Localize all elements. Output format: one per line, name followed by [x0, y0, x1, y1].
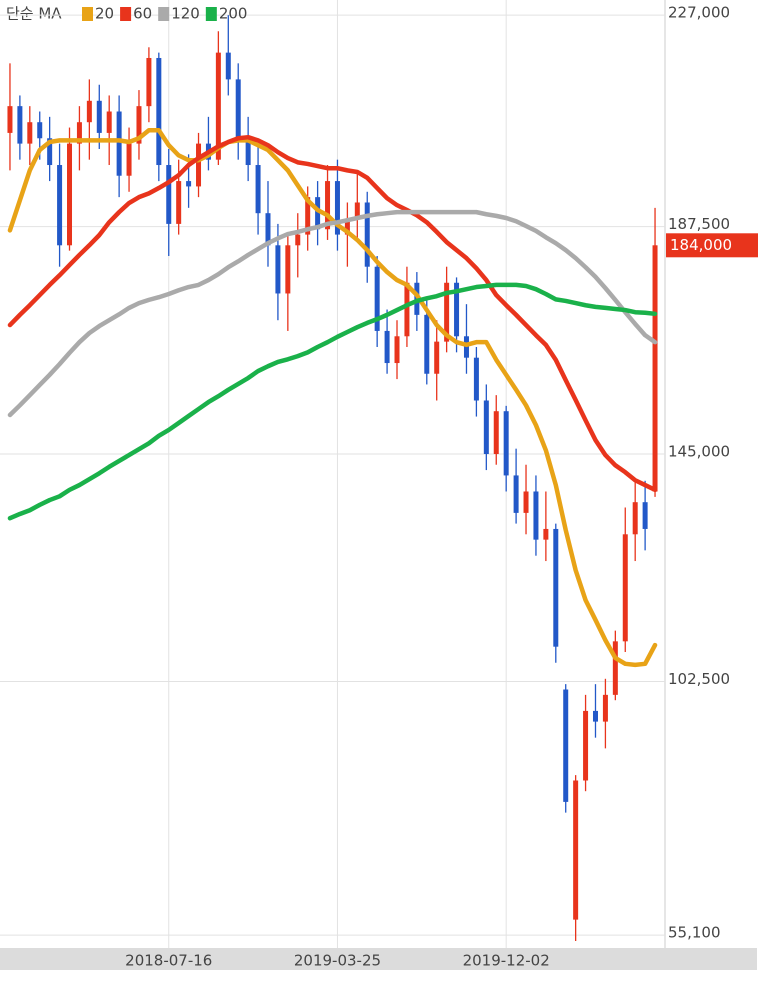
candle-body — [196, 143, 202, 187]
candle-body — [156, 57, 162, 166]
candle-body — [136, 106, 142, 144]
candle-body — [325, 181, 331, 230]
candle-body — [47, 138, 53, 166]
x-tick-label: 2019-03-25 — [294, 952, 381, 970]
candle-body — [493, 411, 499, 455]
y-tick-label: 102,500 — [668, 670, 730, 688]
candle-body — [96, 100, 102, 133]
candle-body — [444, 282, 450, 342]
candle-body — [563, 689, 569, 802]
candle-body — [166, 165, 172, 224]
candle-body — [384, 330, 390, 364]
candle-body — [523, 491, 529, 513]
candle-body — [245, 138, 251, 166]
candle-body — [255, 165, 261, 214]
x-tick-label: 2019-12-02 — [463, 952, 550, 970]
candle-body — [533, 491, 539, 540]
candle-body — [344, 218, 350, 235]
ma-line — [7, 209, 658, 418]
candle-body — [146, 57, 152, 107]
candle-body — [295, 234, 301, 246]
legend-swatch — [82, 7, 93, 21]
candle-body — [543, 528, 549, 540]
legend-title: 단순 MA — [6, 5, 62, 23]
candle-body — [67, 143, 73, 246]
candle-body — [215, 52, 221, 160]
y-tick-label: 55,100 — [668, 924, 721, 942]
y-tick-label: 187,500 — [668, 215, 730, 233]
candle-body — [394, 336, 400, 364]
legend-label: 60 — [133, 5, 152, 23]
price-label: 184,000 — [670, 236, 732, 254]
candle-body — [424, 314, 430, 374]
price-label-box — [666, 233, 758, 258]
candle-body — [354, 202, 360, 219]
candle-body — [176, 181, 182, 224]
candle-body — [86, 100, 92, 123]
candle-body — [483, 400, 489, 455]
candle-body — [364, 202, 370, 267]
candle-body — [315, 197, 321, 230]
legend-label: 120 — [171, 5, 200, 23]
x-tick-label: 2018-07-16 — [125, 952, 212, 970]
candle-body — [652, 245, 658, 492]
candle-body — [454, 282, 460, 337]
x-axis-band — [0, 948, 757, 970]
candle-body — [573, 780, 579, 920]
candle-body — [583, 710, 589, 781]
candle-body — [642, 502, 648, 529]
candle-body — [7, 106, 13, 133]
legend-label: 200 — [219, 5, 248, 23]
candle-body — [275, 245, 281, 294]
candle-body — [503, 411, 509, 476]
candle-body — [27, 122, 33, 144]
candle-body — [592, 710, 598, 722]
ma-line — [7, 134, 658, 493]
candle-body — [374, 266, 380, 331]
candle-body — [553, 528, 559, 647]
legend-swatch — [120, 7, 132, 21]
candle-body — [76, 122, 82, 144]
candle-body — [116, 111, 122, 176]
candle-body — [17, 106, 23, 144]
legend-swatch — [205, 7, 217, 21]
candle-body — [602, 694, 608, 722]
candle-body — [225, 52, 231, 80]
legend-swatch — [158, 7, 170, 21]
candle-body — [265, 213, 271, 246]
candle-body — [632, 502, 638, 535]
legend-label: 20 — [95, 5, 114, 23]
candle-body — [513, 475, 519, 513]
candle-body — [612, 641, 618, 695]
candle-body — [404, 282, 410, 337]
candle-body — [622, 534, 628, 642]
y-tick-label: 145,000 — [668, 443, 730, 461]
candle-body — [434, 341, 440, 374]
candle-body — [57, 165, 63, 246]
candle-body — [473, 357, 479, 401]
candle-body — [106, 111, 112, 133]
candle-body — [334, 181, 340, 235]
candle-body — [235, 79, 241, 139]
candle-body — [186, 181, 192, 187]
ma-line — [7, 127, 658, 668]
candle-body — [37, 122, 43, 139]
candle-body — [285, 245, 291, 294]
candle-body — [126, 143, 132, 176]
candle-body — [305, 197, 311, 235]
y-tick-label: 227,000 — [668, 4, 730, 22]
ma-line — [7, 282, 658, 521]
